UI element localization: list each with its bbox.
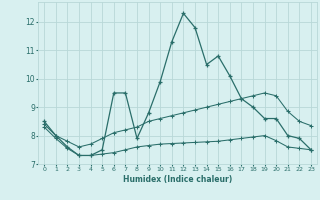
- X-axis label: Humidex (Indice chaleur): Humidex (Indice chaleur): [123, 175, 232, 184]
